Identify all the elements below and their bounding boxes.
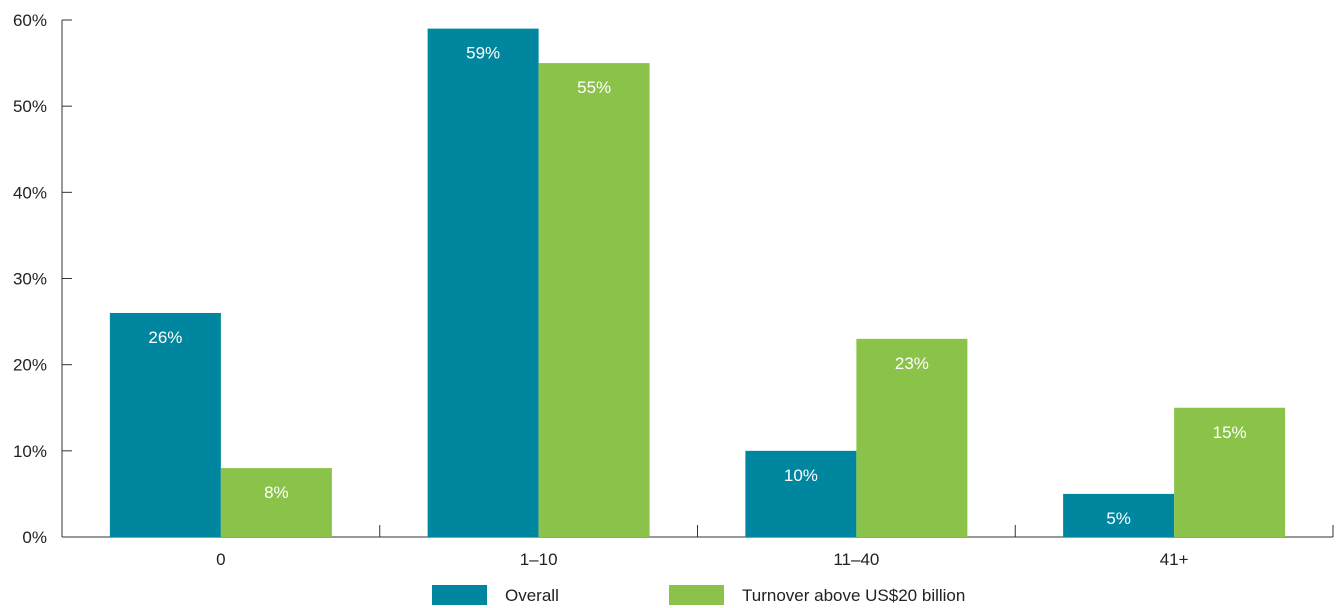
bar-overall bbox=[109, 312, 221, 537]
legend: Overall Turnover above US$20 billion bbox=[432, 585, 965, 605]
bar-overall bbox=[1063, 493, 1175, 537]
bar-value-label: 8% bbox=[264, 483, 289, 502]
bar-value-label: 10% bbox=[784, 466, 818, 485]
x-category-label: 41+ bbox=[1160, 550, 1189, 569]
bar-turnover-above-20bn bbox=[856, 338, 968, 537]
bar-value-label: 55% bbox=[577, 78, 611, 97]
bar-value-label: 26% bbox=[148, 328, 182, 347]
bars bbox=[109, 28, 1286, 537]
y-axis: 0% 10% 20% 30% 40% 50% 60% bbox=[13, 11, 72, 547]
bar-value-label: 5% bbox=[1106, 509, 1131, 528]
legend-swatch bbox=[669, 585, 724, 605]
x-category-label: 11–40 bbox=[833, 550, 879, 569]
bar-labels: 26% 59% 10% 5% 8% 55% 23% 15% bbox=[148, 44, 1246, 528]
bar-value-label: 15% bbox=[1213, 423, 1247, 442]
y-tick-label: 20% bbox=[13, 356, 47, 375]
legend-label: Turnover above US$20 billion bbox=[742, 586, 965, 605]
x-category-label: 1–10 bbox=[520, 550, 558, 569]
y-tick-label: 10% bbox=[13, 442, 47, 461]
y-tick-label: 40% bbox=[13, 183, 47, 202]
legend-swatch bbox=[432, 585, 487, 605]
y-tick-label: 60% bbox=[13, 11, 47, 30]
x-category-label: 0 bbox=[216, 550, 225, 569]
y-tick-label: 50% bbox=[13, 97, 47, 116]
bar-turnover-above-20bn bbox=[1174, 407, 1286, 537]
bar-overall bbox=[745, 450, 857, 537]
legend-label: Overall bbox=[505, 586, 559, 605]
bar-overall bbox=[427, 28, 539, 537]
bar-turnover-above-20bn bbox=[538, 63, 650, 537]
y-tick-label: 0% bbox=[22, 528, 47, 547]
y-tick-label: 30% bbox=[13, 270, 47, 289]
bar-value-label: 23% bbox=[895, 354, 929, 373]
bar-turnover-above-20bn bbox=[220, 468, 332, 537]
bar-value-label: 59% bbox=[466, 44, 500, 63]
